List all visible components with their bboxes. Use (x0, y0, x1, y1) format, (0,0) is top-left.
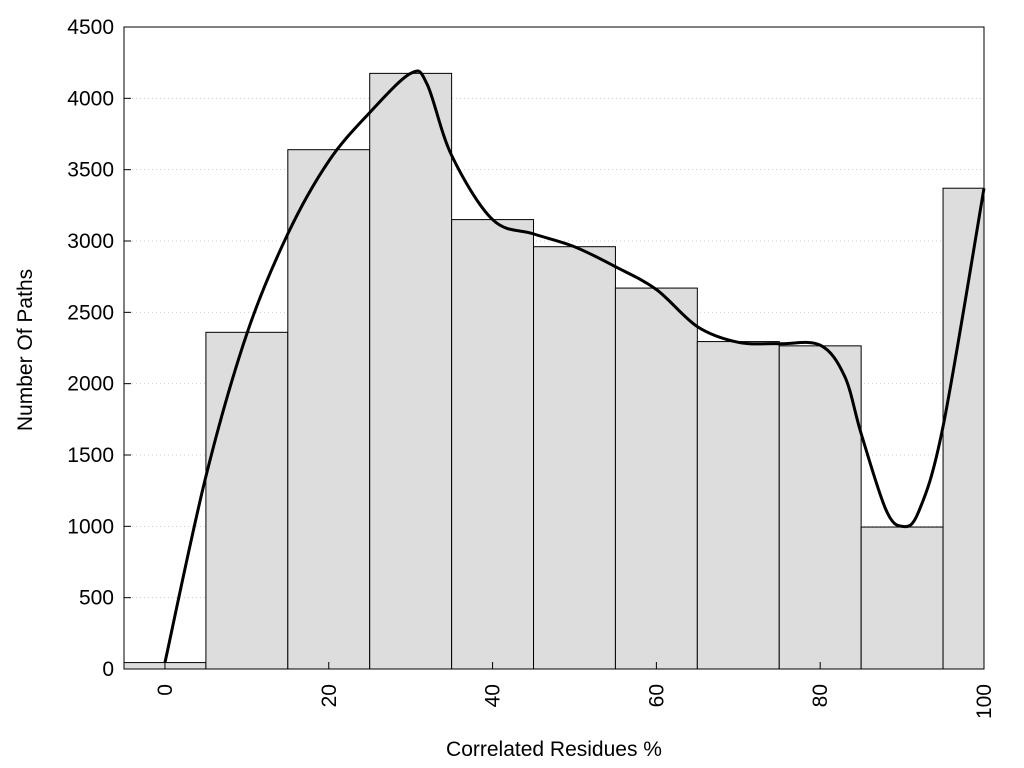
histogram-bar (778, 345, 862, 670)
y-tick-label: 1500 (67, 444, 114, 467)
y-tick-label: 4000 (67, 87, 114, 110)
histogram-bar (369, 72, 453, 670)
bars (123, 72, 985, 670)
y-tick-label: 1000 (67, 515, 114, 538)
trend-curve-layer (163, 69, 986, 663)
y-tick-label: 2000 (67, 373, 114, 396)
x-tick-label: 0 (154, 684, 177, 696)
histogram-bar (451, 219, 535, 670)
histogram-bar (942, 187, 985, 670)
y-tick-label: 0 (102, 658, 114, 681)
histogram-bar (205, 331, 289, 670)
histogram-bar (860, 526, 944, 670)
x-axis-label: Correlated Residues % (446, 738, 662, 761)
y-tick-label: 2500 (67, 301, 114, 324)
histogram-bar (533, 246, 616, 670)
histogram-bar (287, 149, 371, 670)
y-axis: 0 500 1000 1500 2000 2500 3000 3500 4000 4500 (67, 16, 131, 681)
x-tick-label: 60 (645, 684, 668, 707)
y-axis-label: Number Of Paths (14, 269, 37, 431)
x-tick-label: 40 (482, 684, 505, 707)
trend-curve (163, 69, 986, 663)
x-tick-label: 80 (809, 684, 832, 707)
x-axis: 0 20 40 60 80 100 (154, 662, 996, 719)
y-tick-label: 3500 (67, 159, 114, 182)
y-tick-label: 500 (79, 587, 114, 610)
y-tick-label: 4500 (67, 16, 114, 39)
plot-frame (123, 26, 985, 670)
x-tick-label: 20 (318, 684, 341, 707)
x-tick-label: 100 (973, 684, 996, 719)
y-tick-label: 3000 (67, 230, 114, 253)
histogram-bar (696, 341, 780, 670)
histogram-bar (614, 287, 698, 670)
